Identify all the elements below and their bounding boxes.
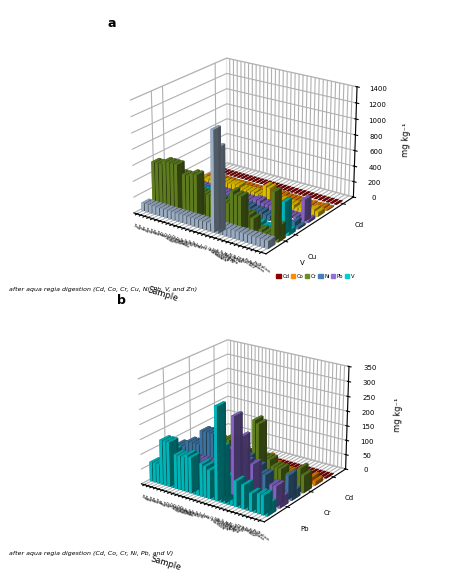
Text: after aqua regia digestion (Cd, Co, Cr, Cu, Ni, Pb, V, and Zn): after aqua regia digestion (Cd, Co, Cr, … [9,287,198,292]
Legend: Cd, Co, Cr, Ni, Pb, V: Cd, Co, Cr, Ni, Pb, V [276,274,355,280]
Text: a: a [107,17,116,30]
Text: after aqua regia digestion (Cd, Co, Cr, Ni, Pb, and V): after aqua regia digestion (Cd, Co, Cr, … [9,551,174,556]
X-axis label: Sample: Sample [146,285,179,303]
Text: b: b [117,294,126,307]
X-axis label: Sample: Sample [149,555,182,573]
